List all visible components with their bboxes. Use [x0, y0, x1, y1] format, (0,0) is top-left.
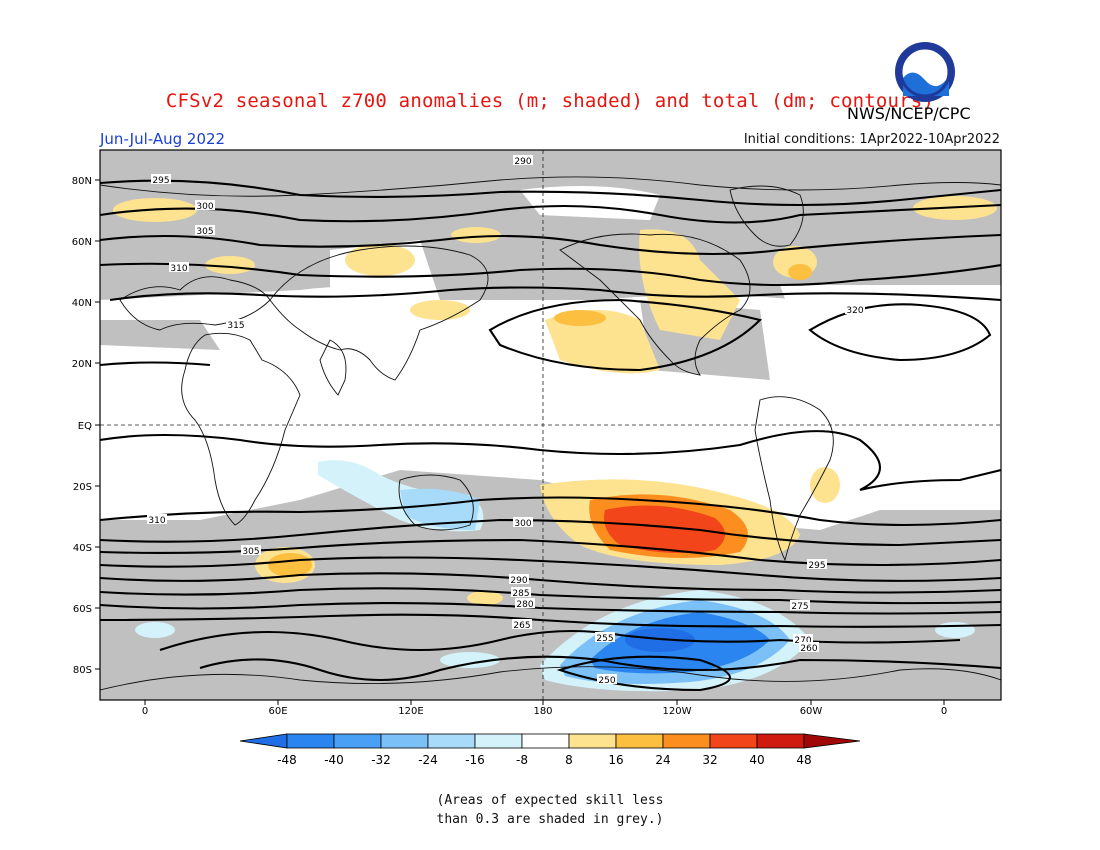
contour-label: 285 [512, 589, 529, 599]
contour-label: 290 [510, 576, 527, 586]
colorbar-tick: 48 [796, 753, 811, 767]
colorbar-tick: -32 [371, 753, 391, 767]
colorbar-tick: 40 [749, 753, 764, 767]
colorbar-tick: -16 [465, 753, 485, 767]
figure-title: CFSv2 seasonal z700 anomalies (m; shaded… [165, 90, 935, 112]
colorbar-tick: 16 [608, 753, 623, 767]
contour-label: 295 [152, 176, 169, 186]
colorbar-tick: -40 [324, 753, 344, 767]
svg-text:NOAA: NOAA [911, 55, 940, 65]
lon-label: 120E [398, 706, 423, 717]
contour-label: 295 [808, 561, 825, 571]
contour-label: 265 [513, 621, 530, 631]
contour-label: 270 [794, 636, 811, 646]
contour-label: 250 [598, 676, 615, 686]
contour-label: 260 [800, 644, 817, 654]
contour-label: 280 [516, 600, 533, 610]
contour-label: 320 [846, 306, 863, 316]
colorbar-tick: 8 [565, 753, 573, 767]
color-bar [239, 733, 861, 749]
lat-label: 20S [73, 482, 92, 493]
noaa-logo: NOAA [895, 42, 955, 102]
contour-labels: 290 295 300 305 310 315 320 310 305 300 … [147, 155, 865, 686]
contour-label: 275 [791, 602, 808, 612]
color-bar-ticks: -48 -40 -32 -24 -16 -8 8 16 24 32 40 48 [277, 753, 811, 767]
contour-label: 315 [227, 321, 244, 331]
lat-label: 60N [72, 237, 92, 248]
lat-label: 40N [72, 298, 92, 309]
contour-label: 305 [196, 227, 213, 237]
footnote-line-1: (Areas of expected skill less [436, 793, 664, 808]
contour-label: 310 [148, 516, 165, 526]
season-label: Jun-Jul-Aug 2022 [100, 130, 226, 148]
footnote-line-2: than 0.3 are shaded in grey.) [436, 812, 664, 827]
lon-label: 60W [800, 706, 823, 717]
agency-label: NWS/NCEP/CPC [847, 104, 971, 123]
contour-label: 305 [242, 547, 259, 557]
contour-label: 255 [596, 634, 613, 644]
lat-label: 80N [72, 176, 92, 187]
colorbar-tick: 32 [702, 753, 717, 767]
longitude-axis: 0 60E 120E 180 120W 60W 0 [142, 700, 947, 717]
lat-label: EQ [78, 421, 92, 432]
colorbar-tick: -48 [277, 753, 297, 767]
lon-label: 120W [663, 706, 692, 717]
contour-label: 290 [514, 157, 531, 167]
lon-label: 0 [142, 706, 148, 717]
colorbar-tick: -8 [516, 753, 528, 767]
lon-label: 0 [941, 706, 947, 717]
lat-label: 80S [73, 665, 92, 676]
latitude-axis: 80N 60N 40N 20N EQ 20S 40S 60S 80S [72, 176, 100, 676]
lon-label: 60E [268, 706, 287, 717]
colorbar-tick: -24 [418, 753, 438, 767]
lon-label: 180 [533, 706, 552, 717]
contour-label: 300 [196, 202, 213, 212]
colorbar-tick: 24 [655, 753, 670, 767]
lat-label: 40S [73, 543, 92, 554]
lat-label: 20N [72, 359, 92, 370]
contour-label: 310 [170, 264, 187, 274]
map-field [100, 150, 1001, 700]
lat-label: 60S [73, 604, 92, 615]
initial-conditions-label: Initial conditions: 1Apr2022-10Apr2022 [743, 132, 1000, 147]
contour-label: 300 [514, 519, 531, 529]
